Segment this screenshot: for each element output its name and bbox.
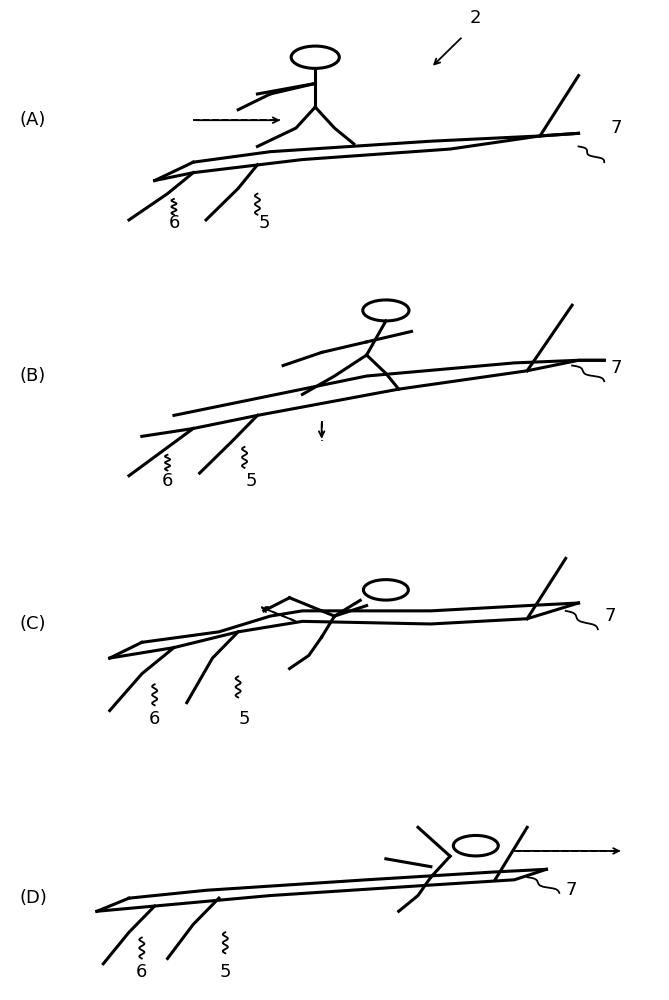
- Text: (D): (D): [20, 889, 47, 907]
- Text: 6: 6: [168, 214, 180, 232]
- Text: 7: 7: [611, 119, 622, 137]
- Text: 7: 7: [611, 359, 622, 377]
- Text: 6: 6: [136, 963, 148, 981]
- Text: 5: 5: [246, 472, 257, 490]
- Text: (C): (C): [20, 615, 46, 633]
- Text: (A): (A): [20, 111, 46, 129]
- Text: 6: 6: [162, 472, 173, 490]
- Text: 7: 7: [566, 881, 577, 899]
- Text: 2: 2: [470, 9, 482, 27]
- Text: 5: 5: [258, 214, 270, 232]
- Text: 7: 7: [604, 607, 615, 625]
- Text: 6: 6: [149, 710, 161, 728]
- Text: 5: 5: [219, 963, 231, 981]
- Text: (B): (B): [20, 367, 46, 385]
- Text: 5: 5: [239, 710, 250, 728]
